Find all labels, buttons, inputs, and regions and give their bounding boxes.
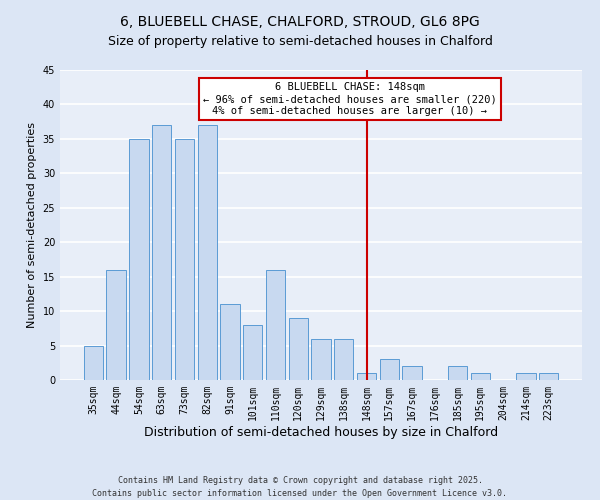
Bar [84,346,103,380]
Bar [448,366,467,380]
Text: Size of property relative to semi-detached houses in Chalford: Size of property relative to semi-detach… [107,35,493,48]
Bar [243,325,262,380]
Y-axis label: Number of semi-detached properties: Number of semi-detached properties [27,122,37,328]
Bar [266,270,285,380]
Bar [152,125,172,380]
Text: 6 BLUEBELL CHASE: 148sqm
← 96% of semi-detached houses are smaller (220)
4% of s: 6 BLUEBELL CHASE: 148sqm ← 96% of semi-d… [203,82,497,116]
Text: Contains HM Land Registry data © Crown copyright and database right 2025.
Contai: Contains HM Land Registry data © Crown c… [92,476,508,498]
X-axis label: Distribution of semi-detached houses by size in Chalford: Distribution of semi-detached houses by … [144,426,498,438]
Bar [289,318,308,380]
Bar [380,360,399,380]
Bar [470,373,490,380]
Bar [403,366,422,380]
Bar [197,125,217,380]
Bar [220,304,239,380]
Text: 6, BLUEBELL CHASE, CHALFORD, STROUD, GL6 8PG: 6, BLUEBELL CHASE, CHALFORD, STROUD, GL6… [120,15,480,29]
Bar [106,270,126,380]
Bar [175,139,194,380]
Bar [334,338,353,380]
Bar [516,373,536,380]
Bar [129,139,149,380]
Bar [539,373,558,380]
Bar [311,338,331,380]
Bar [357,373,376,380]
